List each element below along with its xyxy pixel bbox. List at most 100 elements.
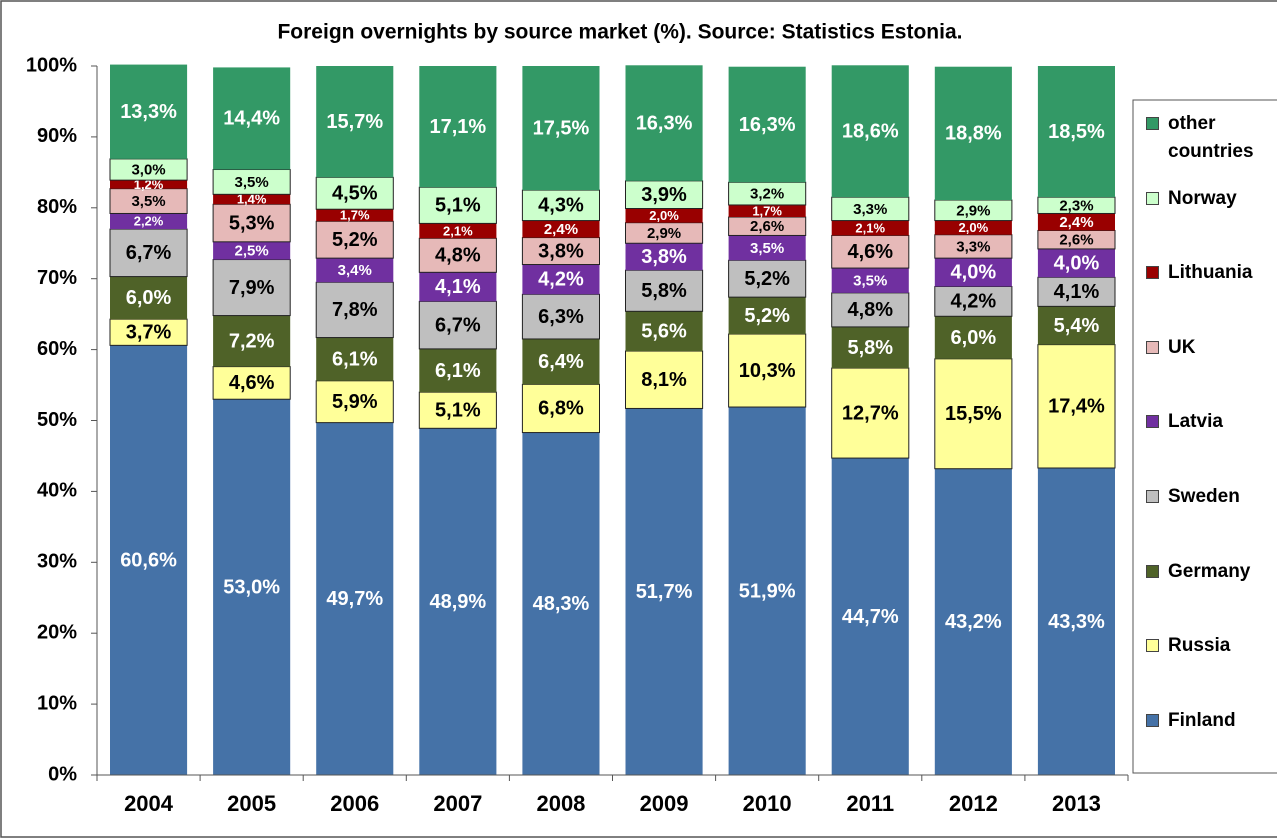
legend-item: other countries [1142, 110, 1272, 166]
bar-segment [522, 338, 600, 385]
data-label: 6,0% [951, 327, 997, 349]
bar-segment [110, 276, 188, 320]
data-label: 17,4% [1048, 396, 1105, 418]
legend-swatch [1146, 639, 1159, 653]
bar-segment [419, 272, 497, 302]
data-label: 3,5% [235, 174, 269, 191]
data-label: 17,1% [429, 116, 486, 138]
bar-segment [934, 358, 1013, 470]
data-label: 13,3% [120, 101, 177, 123]
data-label: 53,0% [223, 576, 280, 598]
bar-segment [316, 337, 394, 381]
bar-segment [213, 399, 291, 775]
bar-segment [728, 333, 807, 408]
bar-segment [831, 326, 909, 369]
data-label: 4,8% [847, 299, 893, 321]
legend-swatch [1146, 713, 1159, 727]
legend-swatch [1146, 564, 1159, 578]
data-label: 6,7% [435, 314, 481, 336]
bar-segment [831, 234, 910, 269]
bar-segment [315, 281, 394, 339]
legend-label: Lithuania [1168, 262, 1253, 284]
data-label: 4,1% [435, 276, 481, 298]
legend-item: Norway [1142, 185, 1272, 213]
data-label: 3,5% [853, 272, 887, 289]
bar-segment [728, 235, 806, 261]
bar-segment [625, 243, 703, 271]
data-label: 10,3% [739, 360, 796, 382]
bar-segment [213, 241, 291, 260]
legend-item: Germany [1142, 558, 1272, 586]
y-tick-label: 0% [48, 763, 77, 785]
legend-item: Sweden [1142, 483, 1272, 511]
bar-segment [831, 458, 909, 775]
data-label: 16,3% [636, 112, 693, 134]
data-label: 18,8% [945, 123, 1002, 145]
data-label: 2,9% [647, 225, 681, 242]
x-tick-label: 2008 [536, 791, 585, 816]
data-label: 3,8% [538, 240, 584, 262]
bar-segment [625, 65, 703, 181]
y-tick-label: 60% [37, 338, 77, 360]
legend-item: Finland [1142, 707, 1272, 735]
data-label: 3,4% [338, 262, 372, 279]
data-label: 6,1% [435, 360, 481, 382]
chart-title: Foreign overnights by source market (%).… [277, 21, 962, 44]
data-label: 2,1% [443, 223, 473, 238]
bar-segment [110, 345, 188, 775]
bar-segment [831, 367, 910, 459]
data-label: 7,9% [229, 277, 275, 299]
y-tick-label: 70% [37, 267, 77, 289]
y-tick-label: 10% [37, 692, 77, 714]
bar-segment [831, 65, 909, 198]
legend-label: other countries [1168, 113, 1254, 162]
data-label: 4,5% [332, 183, 378, 205]
data-label: 15,7% [326, 111, 383, 133]
bar-segment [316, 209, 394, 222]
legend-item: Latvia [1142, 408, 1272, 436]
bar-segment [212, 259, 291, 317]
bar-segment [1037, 306, 1115, 345]
x-tick-label: 2009 [640, 791, 689, 816]
bar-segment [316, 422, 394, 775]
legend-label: Norway [1168, 187, 1237, 209]
data-label: 3,7% [126, 322, 172, 344]
bar-segment [419, 223, 497, 239]
bar-segment [110, 180, 188, 189]
data-label: 1,7% [340, 208, 370, 223]
data-label: 60,6% [120, 549, 177, 571]
x-tick-label: 2007 [433, 791, 482, 816]
data-label: 14,4% [223, 108, 280, 130]
legend-label: Latvia [1168, 411, 1223, 433]
x-tick-label: 2006 [330, 791, 379, 816]
bar-segment [419, 66, 497, 188]
data-label: 3,9% [641, 184, 687, 206]
legend-swatch [1146, 490, 1159, 503]
bar-segment [110, 64, 188, 159]
data-label: 2,5% [235, 243, 269, 260]
legend-swatch [1146, 415, 1159, 429]
data-label: 6,0% [126, 287, 172, 309]
legend-swatch [1146, 266, 1159, 280]
bar-segment [522, 264, 600, 295]
bar-segment [418, 391, 497, 429]
data-label: 48,3% [533, 593, 590, 615]
bar-segment [521, 237, 601, 266]
bar-segment [315, 176, 394, 210]
legend-label: Russia [1168, 635, 1231, 657]
bar-segment [625, 208, 703, 223]
bar-segment [1037, 213, 1115, 231]
bar-segment [1037, 66, 1115, 198]
data-label: 8,1% [641, 369, 687, 391]
bar-segment [831, 268, 909, 293]
bar-segment [213, 194, 291, 205]
y-tick-label: 90% [37, 125, 77, 147]
data-label: 2,0% [959, 220, 989, 235]
data-label: 5,9% [332, 391, 378, 413]
data-label: 18,5% [1048, 121, 1105, 143]
bar-segment [521, 383, 601, 434]
data-label: 2,1% [855, 220, 885, 235]
data-label: 5,2% [332, 229, 378, 251]
